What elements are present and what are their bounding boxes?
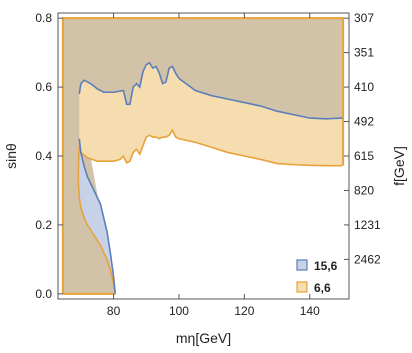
right-tick-label: 615 xyxy=(354,149,374,163)
series-6-6-top-line xyxy=(78,128,343,167)
y-tick-label: 0.2 xyxy=(35,218,52,232)
right-tick-label: 410 xyxy=(354,80,374,94)
series-15-6-lower-line xyxy=(78,138,117,294)
legend-swatch xyxy=(296,281,308,293)
right-tick-label: 820 xyxy=(354,183,374,197)
x-tick-label: 120 xyxy=(234,304,254,318)
right-axis-title: f[GeV] xyxy=(391,146,407,186)
right-tick-label: 351 xyxy=(354,46,374,60)
right-tick-label: 1231 xyxy=(354,218,381,232)
y-tick-label: 0.4 xyxy=(35,149,52,163)
x-axis-title: mη[GeV] xyxy=(176,330,231,346)
series-6-6-lower-line xyxy=(77,145,117,294)
legend-label: 6,6 xyxy=(314,281,331,295)
x-tick-label: 100 xyxy=(169,304,189,318)
x-tick-label: 80 xyxy=(107,304,121,318)
legend-label: 15,6 xyxy=(314,259,338,273)
right-tick-label: 492 xyxy=(354,115,374,129)
y-tick-label: 0.0 xyxy=(35,287,52,301)
right-tick-label: 307 xyxy=(354,11,374,25)
y-axis-title: sinθ xyxy=(3,143,19,169)
y-tick-label: 0.8 xyxy=(35,11,52,25)
right-tick-label: 2462 xyxy=(354,252,381,266)
series-15-6-top-line xyxy=(78,61,343,120)
x-tick-label: 140 xyxy=(300,304,320,318)
legend-swatch xyxy=(296,259,308,271)
y-tick-label: 0.6 xyxy=(35,80,52,94)
